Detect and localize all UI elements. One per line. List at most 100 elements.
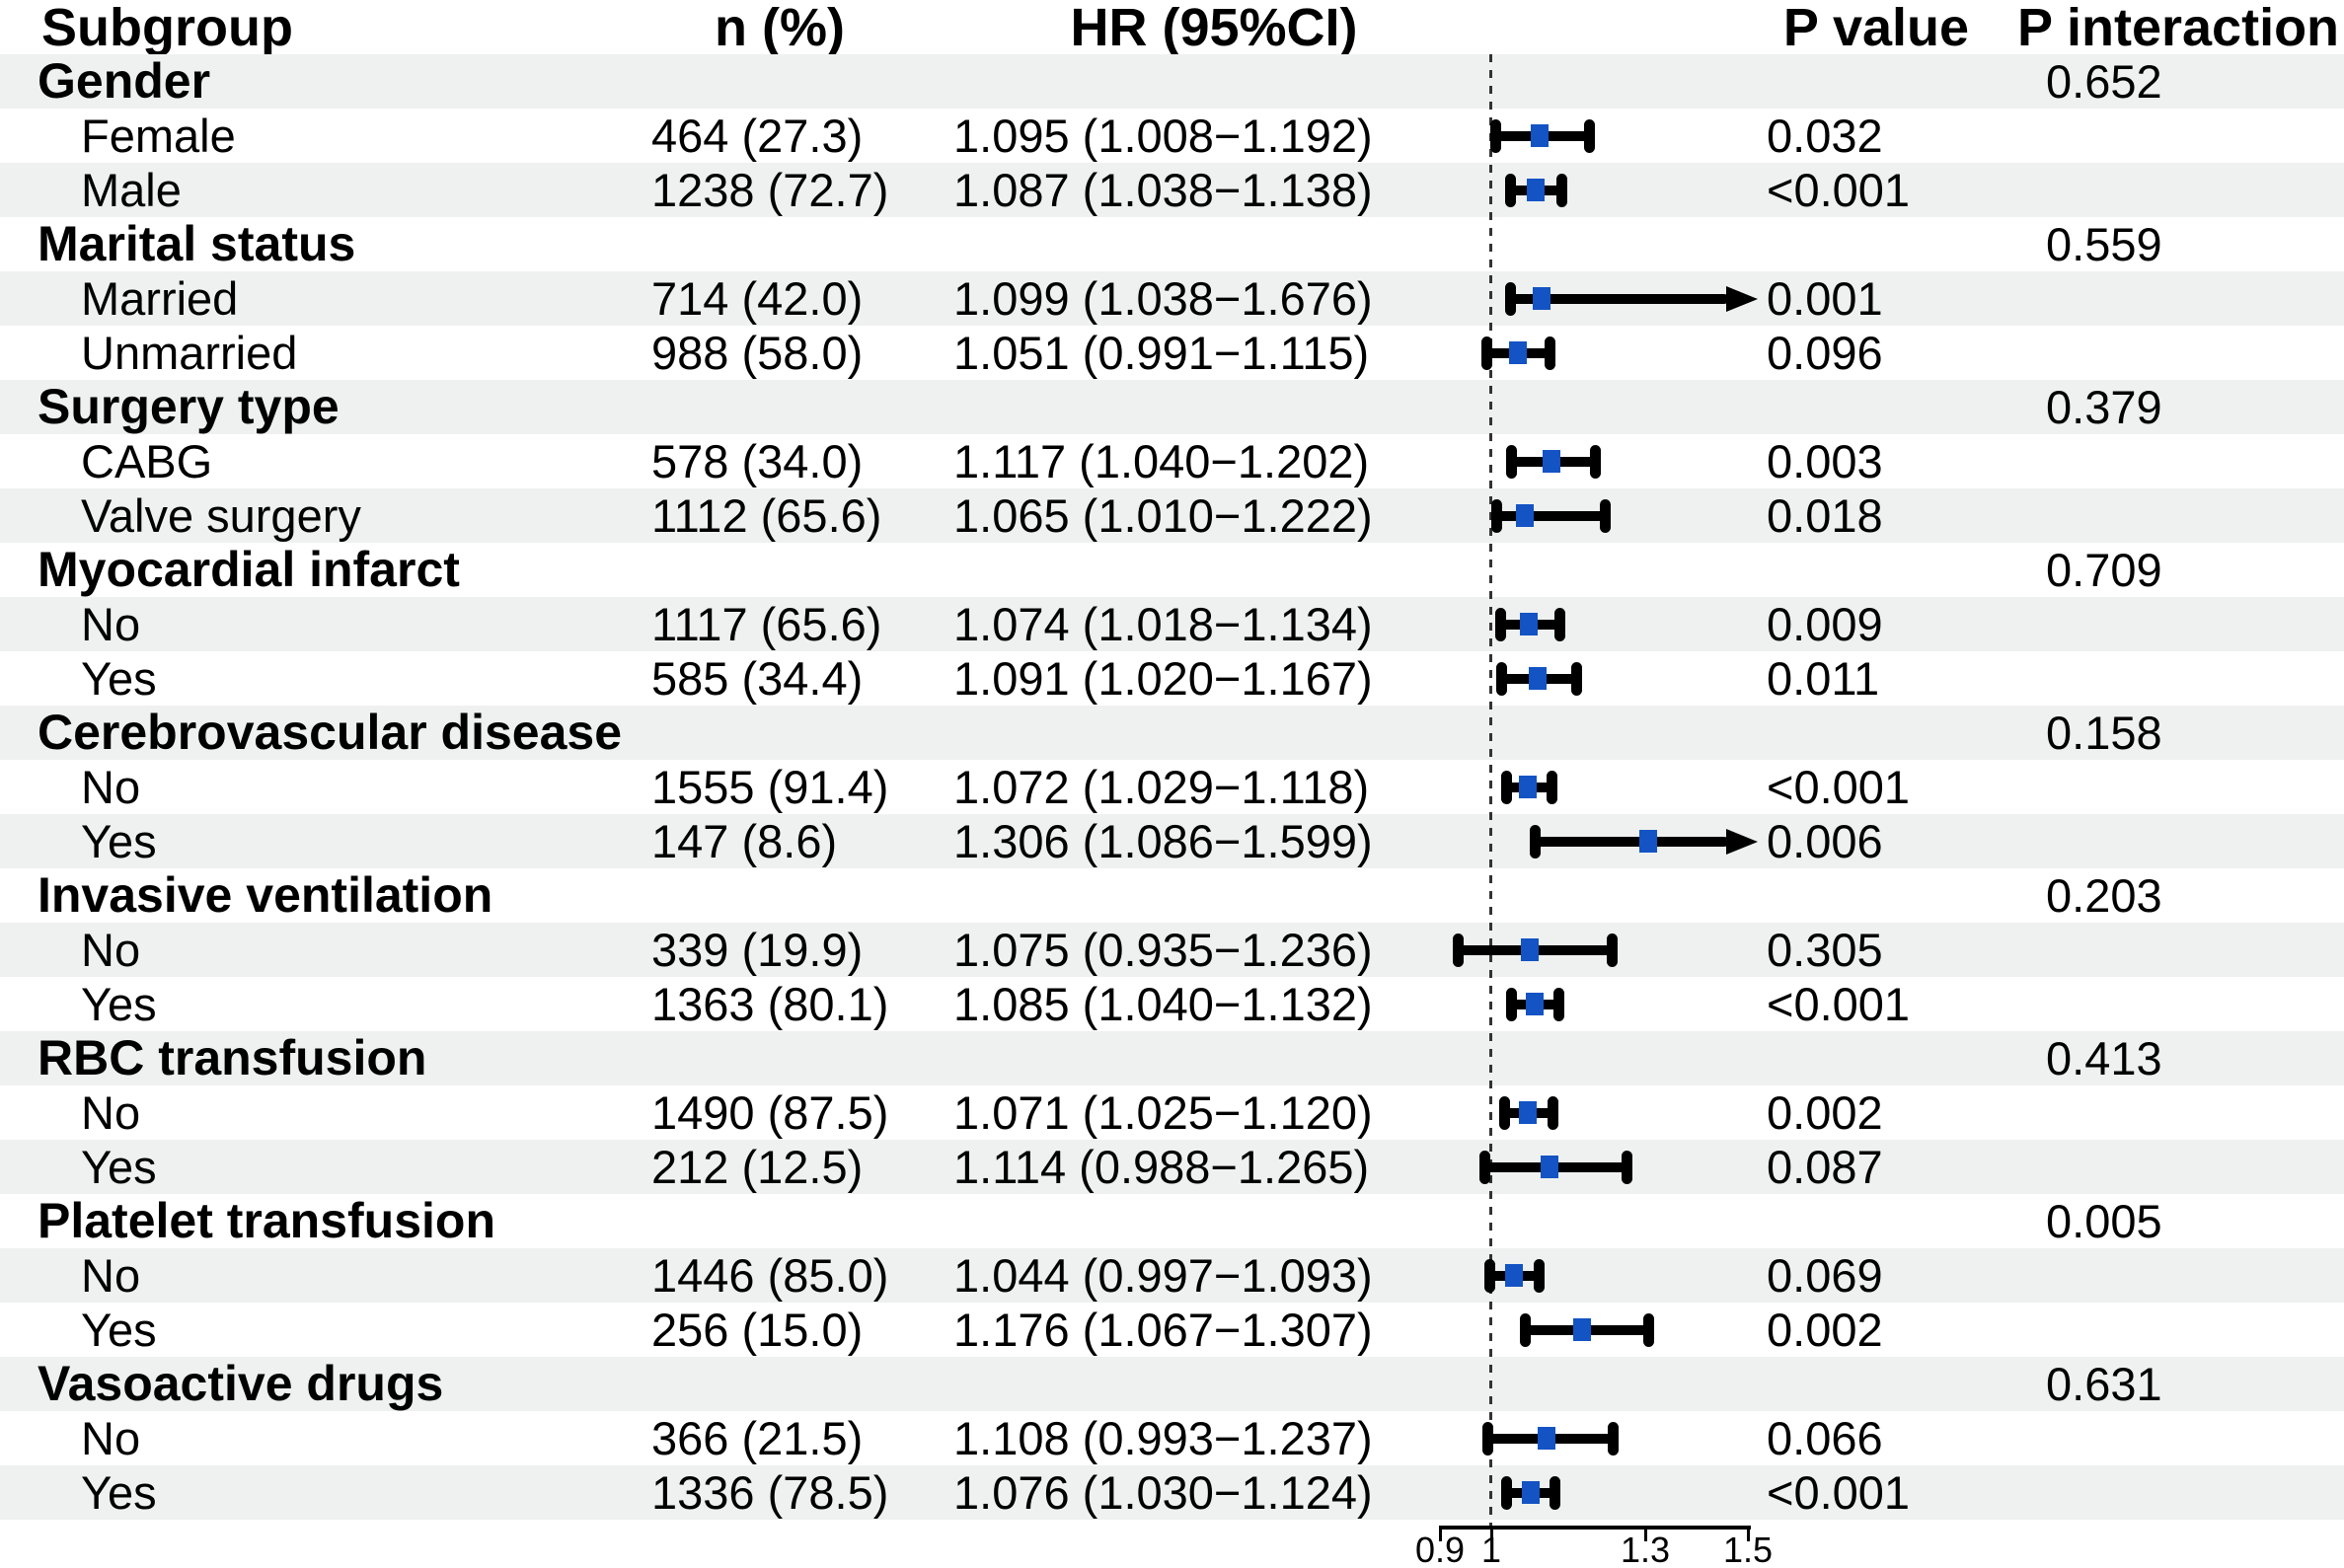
p-value: 0.018: [1767, 489, 1883, 542]
ci-cap-left: [1498, 1095, 1510, 1130]
item-row: Married 714 (42.0) 1.099 (1.038−1.676) 0.00…: [0, 271, 2344, 326]
hr-marker: [1520, 613, 1539, 635]
ci-cap-right: [1622, 1150, 1633, 1184]
hr-ci-text: 1.044 (0.997−1.093): [953, 1249, 1373, 1302]
hr-ci-text: 1.065 (1.010−1.222): [953, 489, 1373, 542]
ci-bar: [1510, 293, 1728, 304]
hr-marker: [1526, 993, 1545, 1015]
item-row: CABG 578 (34.0) 1.117 (1.040−1.202) 0.003: [0, 434, 2344, 488]
item-label: No: [81, 761, 141, 813]
group-row: Myocardial infarct 0.709: [0, 543, 2344, 597]
item-label: Male: [81, 164, 182, 216]
hr-marker: [1533, 287, 1551, 310]
item-label: Yes: [81, 1141, 157, 1193]
group-row: Cerebrovascular disease 0.158: [0, 706, 2344, 760]
n-pct-value: 464 (27.3): [651, 110, 864, 162]
hr-ci-text: 1.176 (1.067−1.307): [953, 1304, 1373, 1356]
item-label: Yes: [81, 652, 157, 705]
ci-cap-right: [1553, 987, 1565, 1021]
p-value: 0.032: [1767, 110, 1883, 162]
ci-cap-right: [1584, 118, 1596, 153]
p-value: 0.002: [1767, 1304, 1883, 1356]
p-interaction-value: 0.203: [2046, 869, 2162, 922]
item-label: Yes: [81, 1466, 157, 1519]
item-row: Female 464 (27.3) 1.095 (1.008−1.192) 0.032: [0, 109, 2344, 163]
col-header-n-pct: n (%): [715, 0, 845, 57]
p-value: 0.002: [1767, 1086, 1883, 1139]
item-row: No 1490 (87.5) 1.071 (1.025−1.120) 0.002: [0, 1085, 2344, 1140]
hr-marker: [1531, 124, 1550, 147]
col-header-hr-ci: HR (95%CI): [1070, 0, 1358, 57]
hr-marker: [1541, 1156, 1559, 1178]
ci-cap-right: [1545, 336, 1556, 370]
p-value: 0.305: [1767, 924, 1883, 976]
rows-container: Gender 0.652 Female 464 (27.3) 1.095 (1.008−…: [0, 54, 2344, 1520]
item-row: Yes 1363 (80.1) 1.085 (1.040−1.132) <0.001: [0, 977, 2344, 1031]
hr-ci-text: 1.072 (1.029−1.118): [953, 761, 1370, 813]
n-pct-value: 1336 (78.5): [651, 1466, 889, 1519]
hr-ci-text: 1.108 (0.993−1.237): [953, 1412, 1373, 1464]
item-row: Male 1238 (72.7) 1.087 (1.038−1.138) <0.001: [0, 163, 2344, 217]
ci-cap-left: [1479, 1150, 1491, 1184]
ci-arrow-right: [1726, 285, 1758, 312]
hr-ci-text: 1.074 (1.018−1.134): [953, 598, 1373, 650]
p-interaction-value: 0.379: [2046, 381, 2162, 433]
hr-ci-text: 1.114 (0.988−1.265): [953, 1141, 1370, 1193]
col-header-subgroup: Subgroup: [41, 0, 293, 57]
ci-cap-left: [1494, 607, 1506, 641]
group-row: Gender 0.652: [0, 54, 2344, 109]
n-pct-value: 366 (21.5): [651, 1412, 864, 1464]
hr-marker: [1572, 1318, 1591, 1341]
group-row: Invasive ventilation 0.203: [0, 868, 2344, 923]
item-row: Unmarried 988 (58.0) 1.051 (0.991−1.115) 0.…: [0, 326, 2344, 380]
x-axis-line: [1440, 1526, 1751, 1530]
ci-cap-left: [1489, 118, 1501, 153]
group-label: Surgery type: [38, 379, 340, 434]
group-label: Vasoactive drugs: [38, 1356, 444, 1411]
hr-ci-text: 1.075 (0.935−1.236): [953, 924, 1373, 976]
ci-cap-right: [1599, 498, 1611, 533]
p-interaction-value: 0.559: [2046, 218, 2162, 270]
ci-cap-right: [1554, 607, 1566, 641]
item-row: Yes 585 (34.4) 1.091 (1.020−1.167) 0.011: [0, 651, 2344, 706]
item-row: Yes 1336 (78.5) 1.076 (1.030−1.124) <0.001: [0, 1465, 2344, 1520]
hr-marker: [1527, 179, 1546, 201]
item-label: No: [81, 598, 141, 650]
item-label: No: [81, 1249, 141, 1302]
group-row: RBC transfusion 0.413: [0, 1031, 2344, 1085]
item-label: Married: [81, 272, 239, 325]
group-row: Platelet transfusion 0.005: [0, 1194, 2344, 1248]
ci-cap-right: [1533, 1258, 1545, 1293]
item-label: Yes: [81, 815, 157, 867]
ci-cap-left: [1530, 824, 1542, 859]
x-axis-tick-label: 1: [1480, 1530, 1502, 1568]
p-interaction-value: 0.413: [2046, 1032, 2162, 1084]
p-value: 0.009: [1767, 598, 1883, 650]
hr-ci-text: 1.095 (1.008−1.192): [953, 110, 1373, 162]
item-label: CABG: [81, 435, 213, 487]
hr-marker: [1529, 667, 1548, 690]
x-axis-tick: [1643, 1526, 1647, 1541]
ci-cap-right: [1571, 661, 1583, 696]
p-value: 0.003: [1767, 435, 1883, 487]
hr-ci-text: 1.099 (1.038−1.676): [953, 272, 1373, 325]
ci-cap-right: [1589, 444, 1601, 479]
n-pct-value: 147 (8.6): [651, 815, 838, 867]
x-axis-tick: [1438, 1526, 1442, 1541]
item-label: No: [81, 924, 141, 976]
ci-cap-left: [1495, 661, 1507, 696]
p-value: <0.001: [1767, 978, 1911, 1030]
col-header-p-interaction: P interaction: [2016, 0, 2340, 57]
p-interaction-value: 0.631: [2046, 1358, 2162, 1410]
n-pct-value: 256 (15.0): [651, 1304, 864, 1356]
hr-marker: [1519, 776, 1538, 798]
hr-marker: [1521, 1481, 1540, 1504]
p-interaction-value: 0.652: [2046, 55, 2162, 108]
item-row: No 1446 (85.0) 1.044 (0.997−1.093) 0.069: [0, 1248, 2344, 1303]
n-pct-value: 578 (34.0): [651, 435, 864, 487]
item-row: No 1117 (65.6) 1.074 (1.018−1.134) 0.009: [0, 597, 2344, 651]
n-pct-value: 585 (34.4): [651, 652, 864, 705]
item-label: No: [81, 1412, 141, 1464]
x-axis-tick: [1746, 1526, 1750, 1541]
